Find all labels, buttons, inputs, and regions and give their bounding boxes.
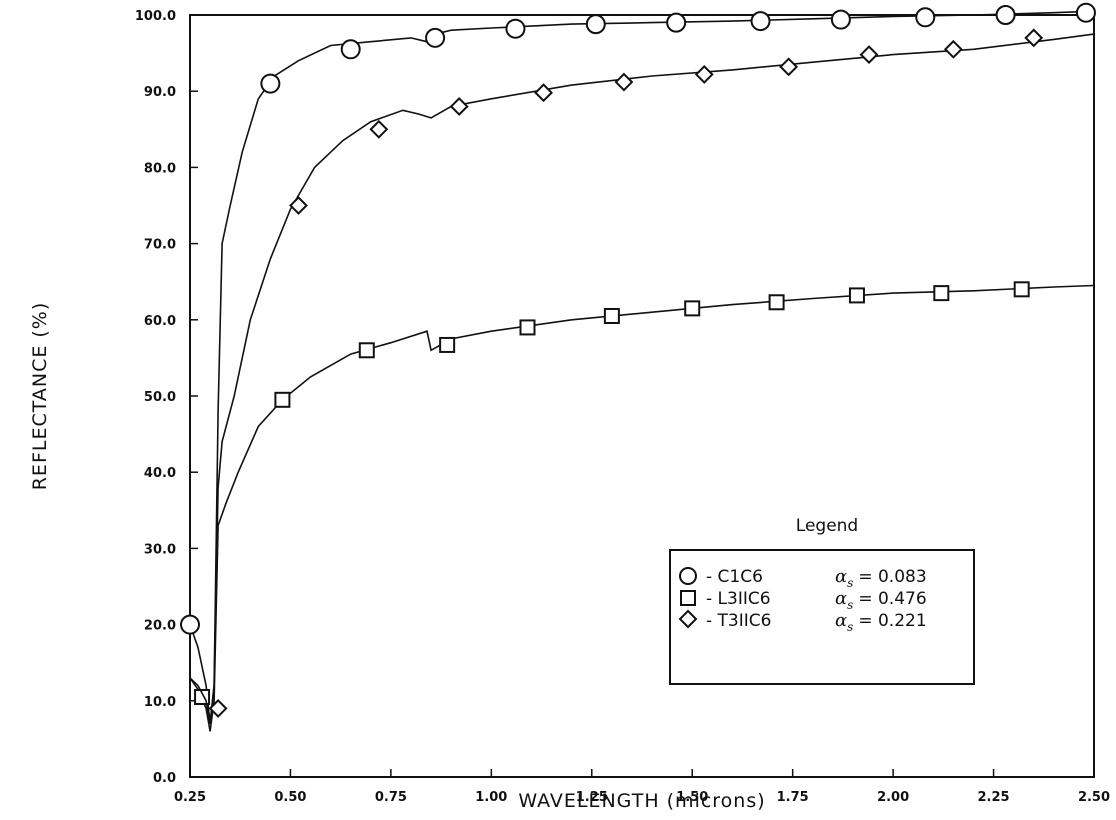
x-tick-label: 0.75 xyxy=(375,790,407,805)
data-point-l3iic6 xyxy=(439,336,456,353)
data-point-c1c6 xyxy=(915,7,936,28)
x-tick-label: 1.00 xyxy=(475,790,507,805)
y-tick-label: 70.0 xyxy=(144,238,176,253)
data-point-l3iic6 xyxy=(684,300,701,317)
alpha-value: = 0.476 xyxy=(858,589,926,609)
legend-alpha-l3iic6: αs = 0.476 xyxy=(835,588,927,612)
data-point-c1c6 xyxy=(830,9,851,30)
y-tick-label: 30.0 xyxy=(144,542,176,557)
alpha-symbol: α xyxy=(835,588,847,609)
data-point-t3iic6 xyxy=(449,97,469,116)
data-point-l3iic6 xyxy=(1013,281,1030,298)
legend-circle-marker xyxy=(679,567,697,585)
data-point-c1c6 xyxy=(340,39,361,60)
series-layer xyxy=(180,2,1096,732)
legend-title: Legend xyxy=(796,516,858,536)
data-point-t3iic6 xyxy=(694,65,714,84)
alpha-subscript: s xyxy=(847,598,853,612)
data-point-t3iic6 xyxy=(208,699,228,718)
legend-label-t3iic6: - T3IIC6 xyxy=(706,611,771,631)
data-point-t3iic6 xyxy=(859,45,879,65)
alpha-value: = 0.221 xyxy=(858,611,926,631)
y-tick-label: 20.0 xyxy=(144,619,176,634)
legend-alpha-t3iic6: αs = 0.221 xyxy=(835,610,927,634)
y-tick-label: 0.0 xyxy=(153,771,176,786)
x-tick-label: 1.50 xyxy=(676,790,708,805)
data-point-t3iic6 xyxy=(369,119,389,139)
x-tick-label: 0.25 xyxy=(174,790,206,805)
y-tick-label: 10.0 xyxy=(144,695,176,710)
x-tick-label: 1.25 xyxy=(576,790,608,805)
alpha-subscript: s xyxy=(847,620,853,634)
data-point-l3iic6 xyxy=(274,391,291,408)
y-tick-label: 60.0 xyxy=(144,314,176,329)
y-axis-title: REFLECTANCE (%) xyxy=(29,302,51,491)
data-point-l3iic6 xyxy=(933,285,950,302)
legend-square-marker xyxy=(680,590,696,606)
data-point-l3iic6 xyxy=(519,319,536,336)
legend-diamond-marker xyxy=(678,609,698,629)
x-tick-label: 2.00 xyxy=(877,790,909,805)
y-tick-label: 50.0 xyxy=(144,390,176,405)
y-tick-label: 90.0 xyxy=(144,85,176,100)
data-point-c1c6 xyxy=(260,73,281,94)
data-point-c1c6 xyxy=(995,5,1016,25)
data-point-c1c6 xyxy=(750,11,771,32)
x-axis-title: WAVELENGTH (microns) xyxy=(518,790,765,812)
legend-label-l3iic6: - L3IIC6 xyxy=(706,589,771,609)
data-point-c1c6 xyxy=(585,14,606,35)
legend-box xyxy=(669,549,975,685)
alpha-symbol: α xyxy=(835,566,847,587)
data-point-l3iic6 xyxy=(768,294,785,311)
legend-alpha-c1c6: αs = 0.083 xyxy=(835,566,927,590)
data-point-t3iic6 xyxy=(1024,28,1044,48)
y-tick-label: 80.0 xyxy=(144,161,176,176)
x-tick-label: 2.25 xyxy=(978,790,1010,805)
legend: Legend - C1C6 αs = 0.083 - L3IIC6 αs = 0.4… xyxy=(669,516,975,685)
data-point-c1c6 xyxy=(180,614,200,635)
data-point-c1c6 xyxy=(1075,2,1096,23)
data-point-l3iic6 xyxy=(603,307,620,324)
series-line-l3iic6 xyxy=(189,284,1095,732)
data-point-c1c6 xyxy=(425,27,446,48)
alpha-symbol: α xyxy=(835,610,847,631)
x-tick-label: 0.50 xyxy=(274,790,306,805)
data-point-c1c6 xyxy=(666,12,687,33)
legend-label-c1c6: - C1C6 xyxy=(706,567,763,587)
data-point-t3iic6 xyxy=(779,57,799,77)
data-point-t3iic6 xyxy=(943,39,963,59)
alpha-value: = 0.083 xyxy=(858,567,926,587)
data-point-c1c6 xyxy=(505,18,526,39)
y-tick-label: 40.0 xyxy=(144,466,176,481)
data-point-t3iic6 xyxy=(534,83,553,103)
y-axis-ticks: 0.0 10.0 20.0 30.0 40.0 50.0 60.0 70.0 80.0 90.0 1… xyxy=(135,9,198,786)
y-tick-label: 100.0 xyxy=(135,9,176,24)
data-point-t3iic6 xyxy=(289,196,308,215)
x-axis-ticks: 0.25 0.50 0.75 1.00 1.25 1.50 1.75 2.00 2.25 2.50 xyxy=(174,769,1110,805)
x-tick-label: 1.75 xyxy=(777,790,809,805)
x-tick-label: 2.50 xyxy=(1078,790,1110,805)
data-point-l3iic6 xyxy=(358,342,375,359)
alpha-subscript: s xyxy=(847,576,853,590)
data-point-t3iic6 xyxy=(614,72,634,92)
data-point-l3iic6 xyxy=(848,287,865,304)
